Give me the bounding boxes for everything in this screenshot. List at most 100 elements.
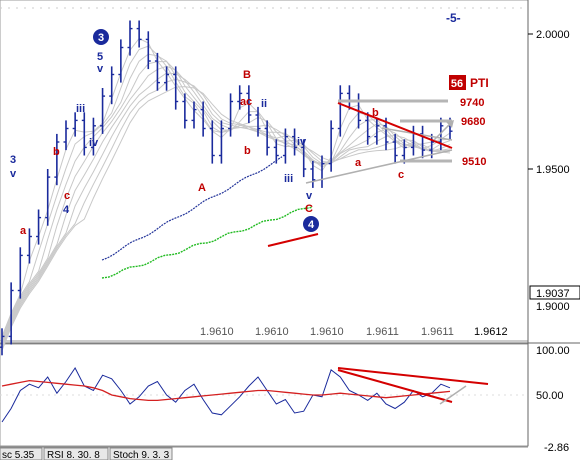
wave-degree-label: -5- — [446, 11, 461, 25]
wave-label-c: c — [64, 190, 70, 202]
price-bar — [81, 112, 87, 156]
price-bar — [383, 117, 389, 151]
rsi-line — [1, 367, 451, 423]
svg-text:1.9037: 1.9037 — [536, 288, 570, 300]
rsi-signal-line — [1, 379, 451, 402]
wave-label-4: 4 — [63, 204, 70, 216]
price-bar — [136, 20, 142, 48]
price-bar — [218, 120, 224, 164]
price-bar — [273, 139, 279, 164]
price-bar — [127, 20, 133, 56]
wave-label-iii-right: iii — [284, 173, 293, 185]
price-bar — [246, 85, 252, 124]
wave-label-b-right: b — [372, 107, 379, 119]
blue-moving-average — [101, 156, 283, 261]
wave-label-v: v — [10, 168, 17, 180]
price-bar — [310, 160, 316, 188]
price-bar — [191, 101, 197, 129]
moving-average-line — [1, 86, 451, 351]
y-tick-1.9000: 1.9000 — [536, 301, 570, 313]
svg-text:3: 3 — [98, 32, 104, 44]
circled-wave-3: 3 — [93, 29, 109, 45]
price-bar — [90, 117, 96, 156]
price-bar — [72, 112, 78, 137]
moving-average-line — [1, 45, 451, 339]
wave-label-a-B: a — [240, 96, 247, 108]
price-bar — [228, 93, 234, 137]
pti-badge: 56 PTI — [449, 75, 489, 90]
tab-stoch[interactable] — [109, 447, 173, 460]
target-arrowhead — [446, 120, 454, 128]
price-bar — [17, 247, 23, 299]
x-tick-label: 1.9610 — [255, 326, 289, 338]
current-price-marker: 1.9037 — [529, 285, 580, 300]
rsi-arrow — [439, 385, 467, 405]
price-bar — [26, 228, 32, 264]
price-bar — [8, 282, 14, 345]
wave-label-b-B: b — [244, 145, 251, 157]
price-bar — [0, 328, 5, 356]
moving-average-line — [1, 37, 451, 337]
wave-label-5: 5 — [97, 51, 103, 63]
tab-rsi-label: RSI 8. 30. 8 — [47, 450, 100, 460]
wave-label-C: C — [305, 203, 313, 215]
price-bar — [100, 88, 106, 134]
price-bar — [365, 112, 371, 145]
wave-label-c-right: c — [398, 169, 404, 181]
rsi-tick-100: 100.00 — [536, 345, 570, 357]
price-bar — [209, 120, 215, 164]
moving-average-line — [1, 53, 451, 341]
tab-sc[interactable] — [0, 447, 43, 460]
tab-stoch-label: Stoch 9. 3. 3 — [113, 450, 170, 460]
wave-label-a: a — [20, 225, 27, 237]
y-tick-2.0000: 2.0000 — [536, 29, 570, 41]
price-bar — [264, 120, 270, 156]
y-tick-1.9500: 1.9500 — [536, 164, 570, 176]
price-bar — [45, 169, 51, 226]
rsi-tick-min: -2.86 — [544, 442, 569, 454]
x-tick-label: 1.9610 — [200, 326, 234, 338]
tab-sc-label: sc 5.35 — [2, 450, 35, 460]
wave-label-B: B — [243, 69, 251, 81]
upper-trend-line — [337, 102, 453, 149]
price-bar — [255, 106, 261, 137]
wave-label-v-right: v — [306, 190, 313, 202]
svg-text:56: 56 — [451, 78, 463, 90]
wave-label-c-B: c — [246, 96, 252, 108]
wave-label-iv-right: iv — [297, 136, 307, 148]
rsi-tick-50: 50.00 — [536, 390, 564, 402]
price-bar — [292, 128, 298, 156]
x-tick-label: 1.9611 — [366, 326, 399, 338]
level-9740-label: 9740 — [460, 97, 484, 109]
x-tick-label: 1.9611 — [421, 326, 454, 338]
price-bar — [54, 133, 60, 186]
svg-text:PTI: PTI — [470, 76, 489, 90]
tab-rsi[interactable] — [43, 447, 109, 460]
price-bar — [282, 128, 288, 164]
wave-label-a-right: a — [355, 157, 362, 169]
wave-label-iv: iv — [89, 137, 99, 149]
price-bar — [154, 52, 160, 91]
level-9680-label: 9680 — [461, 116, 485, 128]
moving-average-line — [1, 61, 451, 343]
wave-label-ii: ii — [261, 98, 267, 110]
x-tick-label-last: 1.9612 — [474, 326, 508, 338]
indicator-tabs: sc 5.35 RSI 8. 30. 8 Stoch 9. 3. 3 — [0, 446, 528, 460]
wave-label-3: 3 — [10, 154, 16, 166]
moving-average-line — [1, 78, 451, 349]
green-moving-average — [101, 206, 313, 279]
price-bar — [145, 31, 151, 70]
price-bar — [164, 66, 170, 91]
rsi-lower-trend — [337, 369, 453, 403]
level-9510-label: 9510 — [462, 156, 486, 168]
wave-label-iii: iii — [76, 103, 85, 115]
price-bar — [118, 39, 124, 83]
moving-average-line — [1, 65, 451, 345]
x-tick-label: 1.9610 — [310, 326, 344, 338]
price-bar — [109, 66, 115, 105]
price-bar — [173, 66, 179, 110]
price-bar — [182, 93, 188, 129]
price-bar — [328, 120, 334, 172]
rsi-upper-trend — [337, 367, 489, 385]
